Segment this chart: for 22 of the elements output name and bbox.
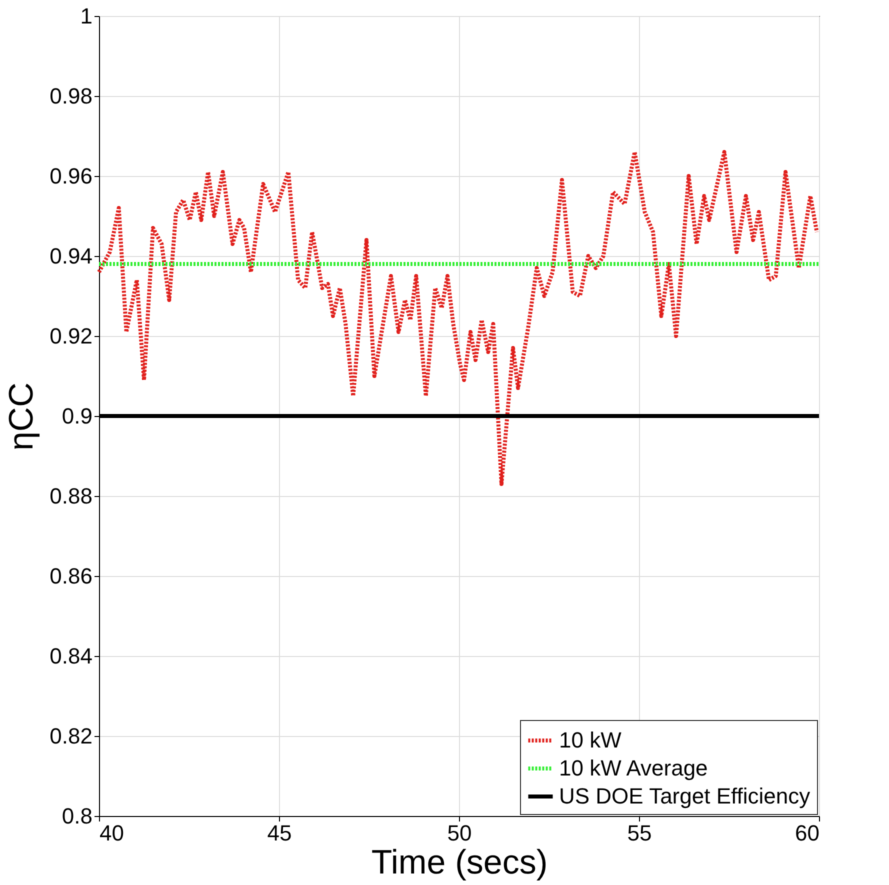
x-tick-label: 45 (267, 820, 292, 846)
legend-label: 10 kW (559, 728, 622, 752)
y-tick-label: 0.88 (50, 484, 92, 508)
y-axis-title: ηCC (2, 382, 41, 451)
y-tick-label: 0.8 (62, 804, 92, 828)
x-tick-label: 55 (627, 820, 652, 846)
line-series (97, 150, 819, 486)
y-tick-label: 0.96 (50, 164, 92, 188)
y-tick-label: 0.94 (50, 244, 92, 268)
y-tick-label: 0.98 (50, 84, 92, 108)
y-tick-label: 0.84 (50, 644, 92, 668)
y-tick-label: 0.9 (62, 404, 92, 428)
x-tick-label: 60 (795, 820, 820, 846)
legend-label: 10 kW Average (559, 756, 708, 780)
y-tick-label: 1 (80, 4, 92, 28)
y-tick-label: 0.82 (50, 724, 92, 748)
x-axis-title: Time (secs) (371, 844, 548, 882)
x-tick-label: 40 (100, 820, 124, 846)
y-tick-label: 0.86 (50, 564, 92, 588)
legend-label: US DOE Target Efficiency (559, 784, 810, 808)
x-tick-label: 50 (447, 820, 472, 846)
y-tick-label: 0.92 (50, 324, 92, 348)
